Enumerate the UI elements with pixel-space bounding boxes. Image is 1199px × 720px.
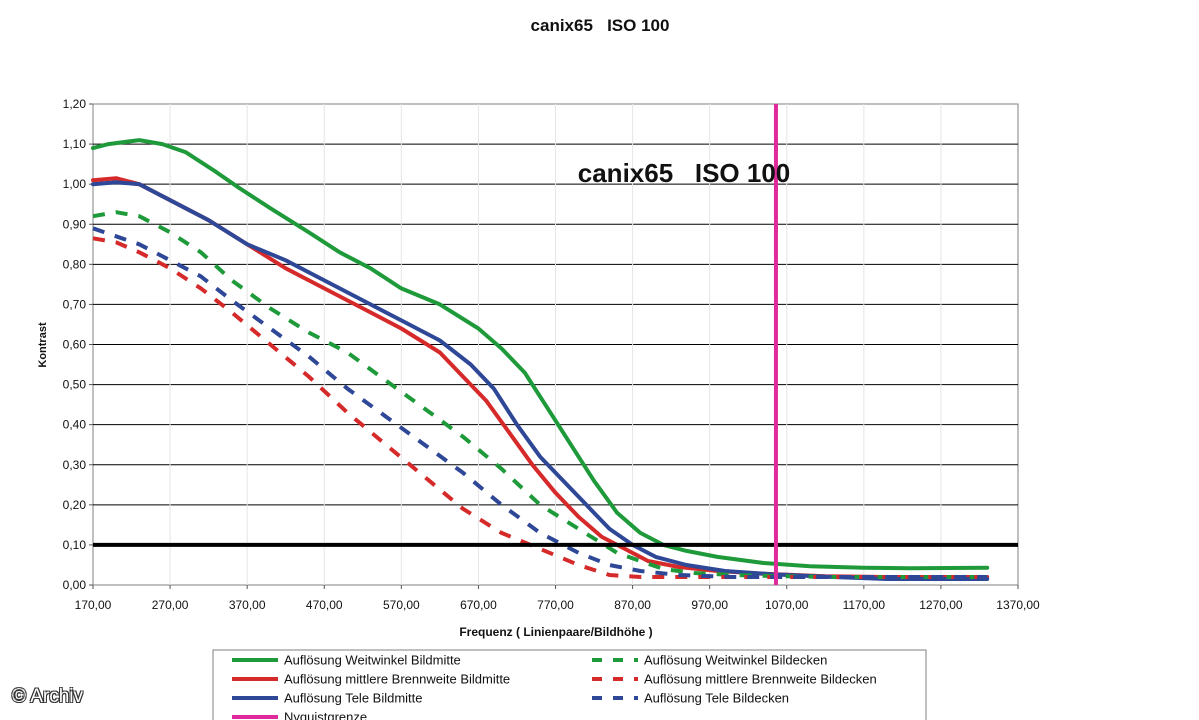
legend-label: Auflösung mittlere Brennweite Bildmitte (284, 672, 510, 687)
legend-box (212, 649, 927, 720)
y-tick-label: 0,20 (63, 498, 87, 512)
y-tick-label: 0,60 (63, 338, 87, 352)
y-tick-label: 1,10 (63, 137, 87, 151)
x-axis-label: Frequenz ( Linienpaare/Bildhöhe ) (459, 625, 652, 639)
x-axis-ticks: 170,00 270,00 370,00 470,00 570,00 670,00 770,… (75, 585, 1040, 612)
y-tick-label: 0,00 (63, 578, 87, 592)
chart-title: canix65 ISO 100 (531, 16, 670, 35)
legend-label: Auflösung Weitwinkel Bildecken (644, 653, 827, 668)
x-tick-label: 270,00 (152, 598, 189, 612)
vertical-gridlines (169, 104, 942, 585)
x-tick-label: 1270,00 (919, 598, 963, 612)
x-tick-label: 770,00 (537, 598, 574, 612)
legend-label: Auflösung mittlere Brennweite Bildecken (644, 672, 877, 687)
legend: Auflösung Weitwinkel Bildmitte Auflösung … (232, 653, 877, 720)
legend-label: Auflösung Weitwinkel Bildmitte (284, 653, 461, 668)
legend-label: Auflösung Tele Bildecken (644, 691, 789, 706)
x-tick-label: 970,00 (691, 598, 728, 612)
series-line (92, 226, 988, 579)
x-tick-label: 670,00 (460, 598, 497, 612)
copyright-watermark: © Archiv (12, 686, 84, 707)
y-tick-label: 1,20 (63, 97, 87, 111)
series-line (92, 210, 988, 579)
x-tick-label: 1370,00 (996, 598, 1040, 612)
y-tick-label: 0,50 (63, 378, 87, 392)
y-axis-ticks: 0,00 0,10 0,20 0,30 0,40 0,50 0,60 0,70 0,80 0,90… (63, 97, 93, 592)
x-tick-label: 1170,00 (843, 598, 886, 612)
series-line (91, 180, 990, 581)
x-tick-label: 470,00 (306, 598, 343, 612)
series-layer (91, 138, 990, 581)
x-tick-label: 870,00 (614, 598, 651, 612)
y-tick-label: 0,70 (63, 297, 87, 311)
y-tick-label: 1,00 (63, 177, 87, 191)
y-tick-label: 0,80 (63, 257, 87, 271)
x-tick-label: 170,00 (75, 598, 112, 612)
inner-chart-title: canix65 ISO 100 (578, 158, 790, 188)
y-tick-label: 0,30 (63, 458, 87, 472)
x-tick-label: 1070,00 (765, 598, 809, 612)
y-tick-label: 0,10 (63, 538, 87, 552)
legend-label: Auflösung Tele Bildmitte (284, 691, 423, 706)
legend-label: Nyquistgrenze (284, 710, 367, 720)
y-axis-label: Kontrast (37, 322, 49, 368)
y-tick-label: 0,90 (63, 217, 87, 231)
x-tick-label: 570,00 (383, 598, 420, 612)
series-line (91, 138, 990, 571)
x-tick-label: 370,00 (229, 598, 266, 612)
y-tick-label: 0,40 (63, 418, 87, 432)
